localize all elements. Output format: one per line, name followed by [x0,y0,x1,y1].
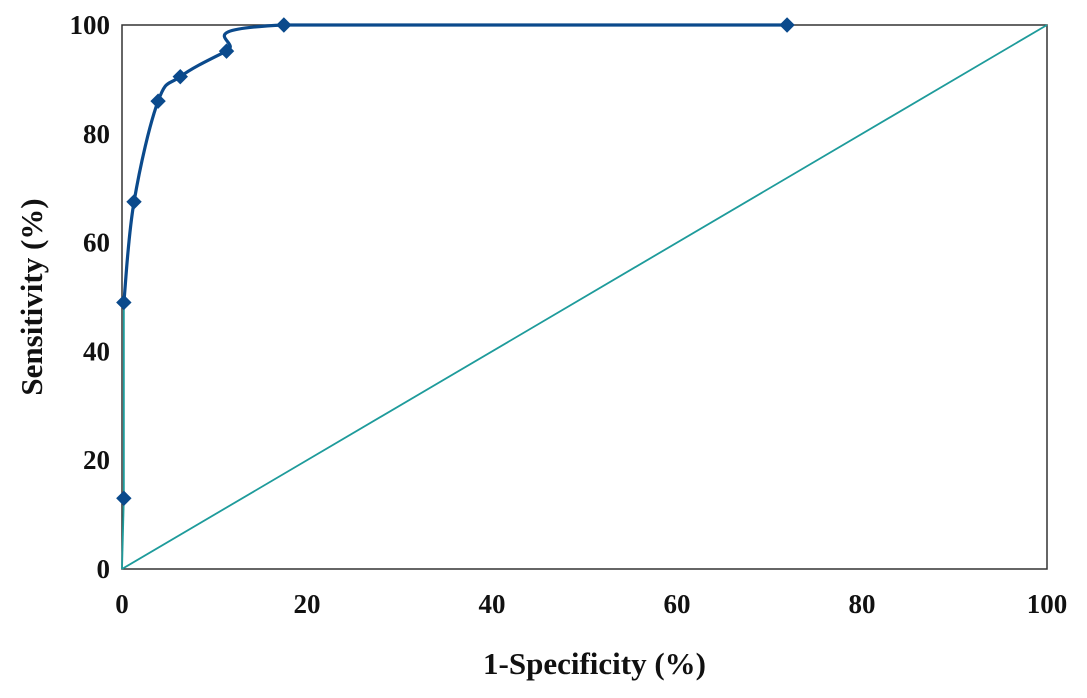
roc-point-marker [150,93,166,109]
y-axis-title: Sensitivity (%) [14,198,49,395]
y-tick-label: 0 [97,554,111,584]
x-tick-label: 80 [849,589,876,619]
roc-point-marker [116,490,132,506]
x-tick-label: 40 [479,589,506,619]
y-axis-ticks: 0 20 40 60 80 100 [70,10,111,584]
y-tick-label: 60 [83,228,110,258]
series-layer [116,17,1048,570]
roc-point-marker [126,194,142,210]
roc-curve-line [122,23,788,303]
y-tick-label: 100 [70,10,111,40]
x-tick-label: 60 [664,589,691,619]
x-axis-title: 1-Specificity (%) [483,646,706,681]
roc-point-marker [116,294,132,311]
roc-curve-start-segment [121,498,125,570]
roc-point-marker [276,17,292,33]
y-tick-label: 20 [83,445,110,475]
x-tick-label: 100 [1027,589,1068,619]
y-tick-label: 80 [83,119,110,149]
roc-point-marker [779,17,795,33]
roc-point-marker [172,68,188,85]
roc-point-marker [218,43,235,59]
x-axis-ticks: 0 20 40 60 80 100 [115,589,1067,619]
x-tick-label: 20 [294,589,321,619]
reference-diagonal-line [121,24,1048,570]
y-tick-label: 40 [83,336,110,366]
x-tick-label: 0 [115,589,129,619]
